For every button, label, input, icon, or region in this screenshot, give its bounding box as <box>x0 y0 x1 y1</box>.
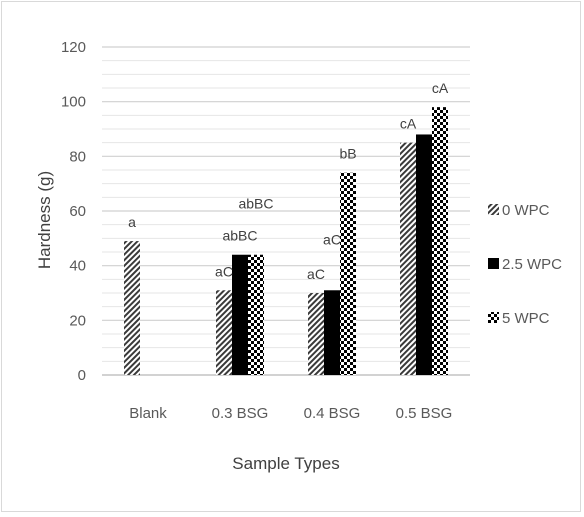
legend-label: 0 WPC <box>502 202 550 219</box>
bar-data-label: cA <box>432 80 449 96</box>
bar-labels: a aC abBC abBC aC aC bB cA cA <box>128 80 449 282</box>
bar-data-label: aC <box>323 231 341 247</box>
y-tick-label: 60 <box>69 203 86 220</box>
bar-0-wpc-0.3-bsg <box>216 290 232 375</box>
y-tick-label: 120 <box>61 39 86 56</box>
legend-item: 2.5 WPC <box>488 256 562 273</box>
x-tick-label: 0.4 BSG <box>304 405 361 422</box>
legend-item: 5 WPC <box>488 310 550 327</box>
bar-data-label: bB <box>339 146 356 162</box>
x-tick-label: 0.3 BSG <box>212 405 269 422</box>
y-axis-ticks: 0 20 40 60 80 100 120 <box>61 39 86 384</box>
y-tick-label: 20 <box>69 312 86 329</box>
bar-5-wpc-0.5-bsg <box>432 107 448 375</box>
bar-data-label: a <box>128 214 136 230</box>
bar-data-label: abBC <box>222 228 257 244</box>
y-tick-label: 40 <box>69 258 86 275</box>
x-tick-label: Blank <box>129 405 167 422</box>
bar-data-label: cA <box>400 116 417 132</box>
bar-5-wpc-0.4-bsg <box>340 172 356 375</box>
bar-data-label: aC <box>215 263 233 279</box>
bar-data-label: abBC <box>238 196 273 212</box>
bar-2.5-wpc-0.3-bsg <box>232 254 248 375</box>
bar-2.5-wpc-0.5-bsg <box>416 134 432 375</box>
y-tick-label: 80 <box>69 148 86 165</box>
y-tick-label: 0 <box>78 367 86 384</box>
bar-2.5-wpc-0.4-bsg <box>324 290 340 375</box>
bar-0-wpc-0.4-bsg <box>308 293 324 375</box>
x-tick-label: 0.5 BSG <box>396 405 453 422</box>
legend-swatch <box>488 258 499 269</box>
legend-swatch <box>488 312 499 323</box>
bar-0-wpc-0.5-bsg <box>400 142 416 375</box>
legend-label: 5 WPC <box>502 310 550 327</box>
legend: 0 WPC 2.5 WPC 5 WPC <box>488 202 562 327</box>
x-axis-categories: Blank 0.3 BSG 0.4 BSG 0.5 BSG <box>129 405 452 422</box>
legend-swatch <box>488 204 499 215</box>
legend-item: 0 WPC <box>488 202 550 219</box>
bar-0-wpc-blank <box>124 241 140 375</box>
bar-5-wpc-0.3-bsg <box>248 254 264 375</box>
bar-data-label: aC <box>307 266 325 282</box>
y-axis-title: Hardness (g) <box>35 171 54 269</box>
bars <box>124 107 448 375</box>
y-tick-label: 100 <box>61 94 86 111</box>
legend-label: 2.5 WPC <box>502 256 562 273</box>
x-axis-title: Sample Types <box>232 454 339 473</box>
